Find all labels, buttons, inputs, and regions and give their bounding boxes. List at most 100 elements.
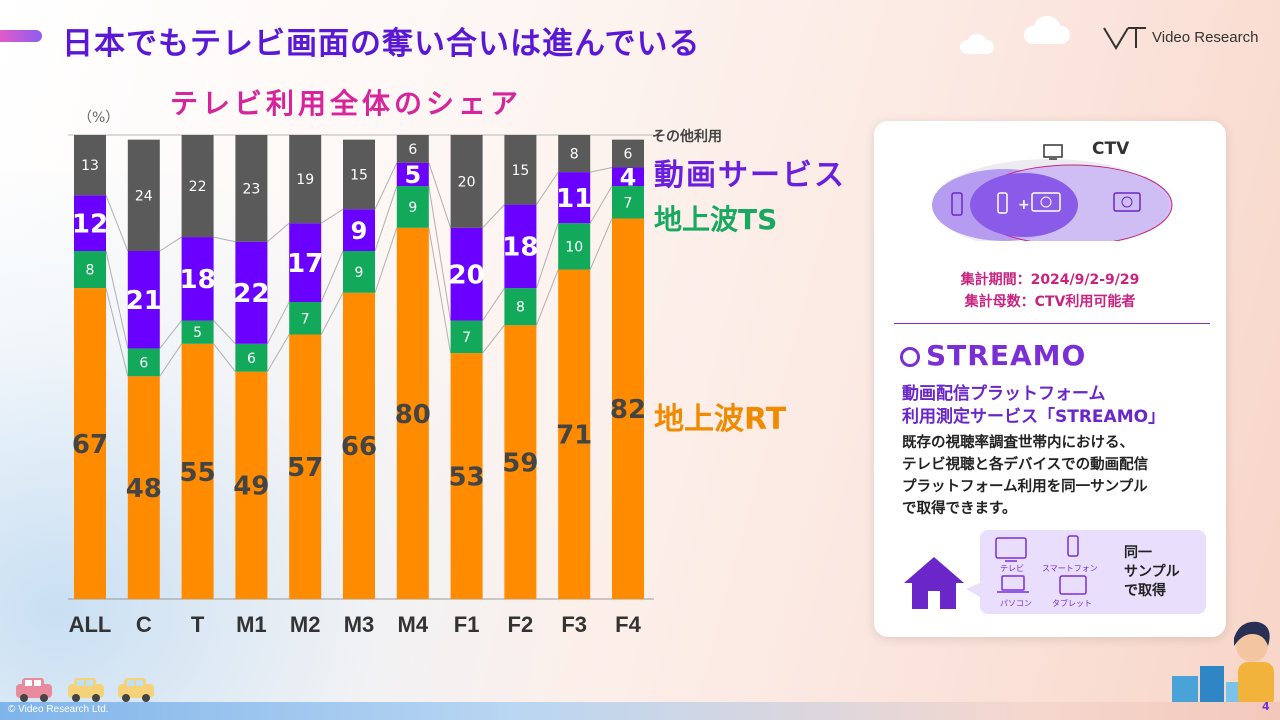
data-label: 8: [86, 263, 95, 279]
bar-segment: [450, 135, 483, 228]
series-connector-line: [590, 166, 613, 173]
streamo-logo-text: STREAMO: [926, 339, 1087, 372]
bar-segment: [235, 241, 268, 344]
x-tick-label: T: [191, 612, 205, 637]
series-connector-line: [428, 227, 452, 354]
data-label: 15: [511, 163, 529, 179]
car-decorations: [16, 678, 154, 702]
series-connector-line: [374, 185, 398, 252]
tv-icon: [1031, 192, 1061, 212]
data-label: 13: [81, 158, 99, 174]
data-label: 5: [193, 325, 202, 341]
streamo-signal-icon: [900, 347, 920, 367]
series-connector-line: [374, 162, 398, 210]
data-label: 7: [624, 195, 633, 211]
data-label: 23: [242, 181, 260, 197]
data-label: 59: [502, 448, 538, 478]
house-icon: [904, 557, 980, 609]
bar-segment: [74, 135, 106, 196]
bar-segment: [181, 135, 214, 238]
bar-segment: [450, 320, 483, 354]
ctv-device-diagram: +: [932, 144, 1173, 241]
page-number: 4: [1262, 700, 1270, 713]
data-label: 17: [287, 249, 323, 279]
bar-segment: [74, 288, 106, 599]
data-label: 66: [341, 432, 377, 462]
cloud-decoration: [1034, 16, 1060, 38]
bar-segment: [558, 172, 591, 224]
x-tick-label: F4: [615, 612, 641, 637]
series-connector-line: [535, 223, 559, 289]
survey-population: 集計母数：CTV利用可能者: [964, 294, 1136, 310]
bar-segment: [343, 139, 375, 210]
bar-segment: [127, 139, 160, 251]
data-label: 6: [408, 142, 417, 158]
bar-segment: [343, 251, 375, 293]
data-label: 24: [135, 188, 153, 204]
chart-title: テレビ利用全体のシェア: [170, 87, 523, 120]
series-connector-line: [589, 185, 613, 224]
x-tick-label: M2: [290, 612, 321, 637]
bar-segment: [450, 227, 483, 321]
data-label: 82: [610, 395, 646, 425]
data-label: 20: [458, 174, 476, 190]
bar-segment: [396, 135, 429, 163]
x-tick-label: C: [136, 612, 152, 637]
bar-segment: [504, 288, 537, 326]
bar-segment: [74, 251, 106, 289]
data-label: 19: [296, 172, 314, 188]
bar-segment: [127, 348, 160, 377]
data-label: 9: [355, 265, 364, 281]
panel-divider: [894, 323, 1210, 324]
streamo-info-panel: + CTV 集計期間：2024/9/2-9/29 集計母数：CTV利用可能者 S…: [874, 121, 1226, 637]
data-label: 10: [565, 239, 583, 255]
data-label: 55: [180, 458, 216, 488]
data-label: 6: [624, 147, 633, 163]
data-label: 67: [72, 430, 108, 460]
x-tick-label: M1: [236, 612, 267, 637]
bar-segment: [558, 269, 591, 599]
series-connector-line: [589, 218, 613, 270]
bar-segment: [289, 135, 322, 224]
data-label: 6: [139, 355, 148, 371]
device-icons: [995, 535, 1087, 595]
smartphone-icon: [951, 192, 963, 216]
survey-period: 集計期間：2024/9/2-9/29: [960, 272, 1140, 288]
data-label: 7: [301, 311, 310, 327]
copyright: © Video Research Ltd.: [8, 704, 109, 715]
svg-text:+: +: [1018, 197, 1030, 213]
bar-segment: [612, 139, 644, 168]
legend-video-service: 動画サービス: [654, 158, 846, 193]
bar-segment: [181, 320, 214, 344]
data-label: 8: [570, 147, 579, 163]
tv-icon: [995, 537, 1027, 559]
bar-segment: [450, 353, 483, 599]
streamo-heading: 動画配信プラットフォーム 利用測定サービス「STREAMO」: [902, 384, 1166, 427]
bar-segment: [343, 209, 375, 251]
data-label: 5: [404, 161, 421, 189]
series-connector-line: [267, 222, 290, 243]
legend-terrestrial-rt: 地上波RT: [654, 402, 787, 437]
bar-segment: [396, 162, 429, 187]
x-tick-label: F3: [561, 612, 587, 637]
bar-segment: [612, 218, 644, 599]
series-connector-line: [482, 324, 505, 354]
x-tick-label: M3: [344, 612, 375, 637]
series-connector-line: [320, 250, 344, 303]
car-icon: [68, 678, 104, 702]
series-connector-line: [535, 171, 559, 205]
data-label: 80: [395, 400, 431, 430]
title-accent-bar: [0, 30, 42, 42]
data-label: 20: [449, 261, 485, 291]
series-connector-line: [105, 287, 129, 377]
page-title: 日本でもテレビ画面の奪い合いは進んでいる: [62, 26, 701, 62]
logo-text: Video Research: [1152, 29, 1259, 46]
data-label: 48: [126, 474, 162, 504]
device-label-smartphone: スマートフォン: [1042, 564, 1098, 573]
bar-segment: [235, 371, 268, 599]
bar-segment: [504, 135, 537, 205]
device-box: テレビ スマートフォン パソコン タブレット 同一 サンプル で取得: [980, 530, 1206, 614]
bar-segment: [74, 195, 106, 251]
data-label: 18: [502, 233, 538, 263]
data-label: 8: [516, 300, 525, 316]
